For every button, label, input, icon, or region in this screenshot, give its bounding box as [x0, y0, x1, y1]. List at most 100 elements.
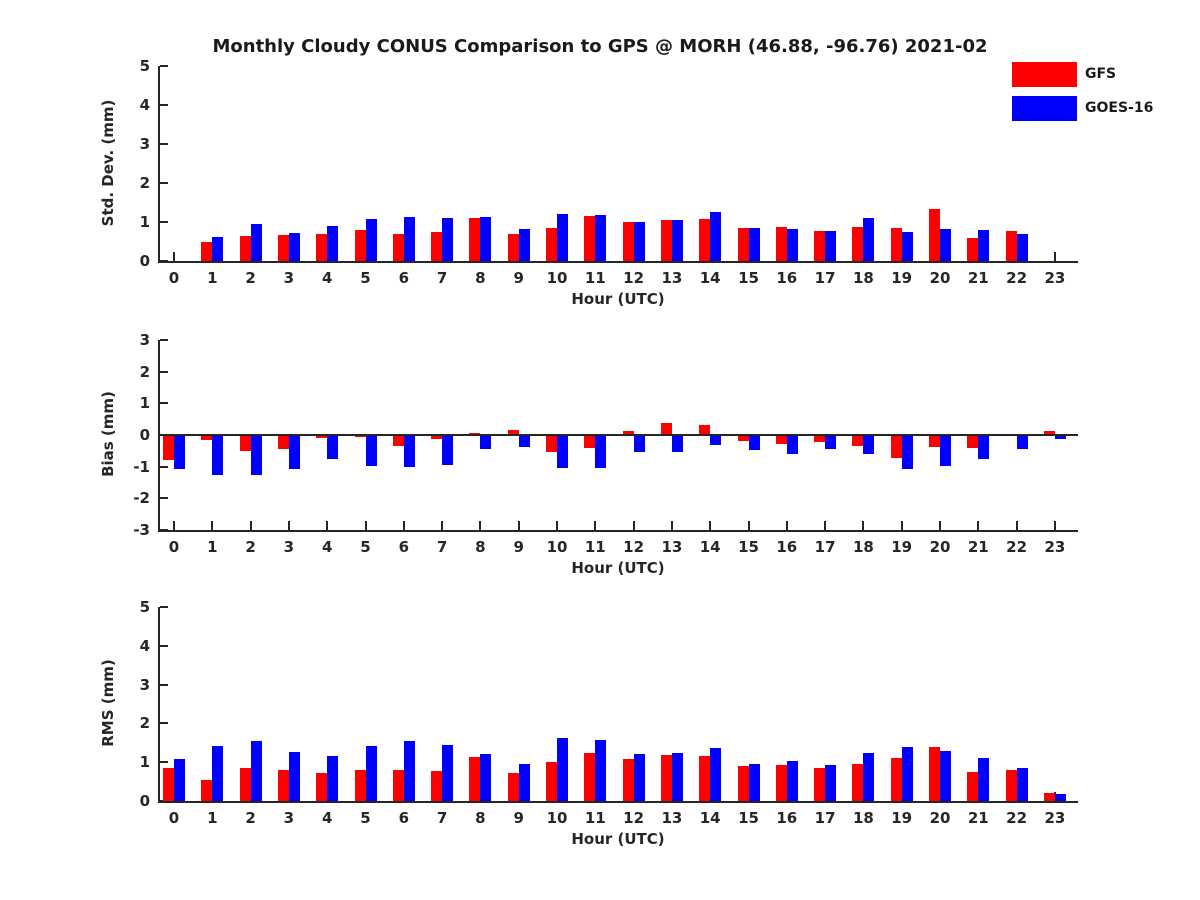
- bar-gfs-hour-0: [163, 768, 174, 801]
- bar-goes16-hour-11: [595, 215, 607, 261]
- bar-gfs-hour-1: [201, 780, 213, 801]
- bar-goes16-hour-16: [786, 760, 798, 801]
- bar-gfs-hour-23: [1043, 792, 1055, 801]
- bar-goes16-hour-21: [978, 757, 990, 801]
- bar-goes16-hour-9: [518, 228, 530, 261]
- bar-goes16-hour-1: [212, 236, 224, 261]
- bar-gfs-hour-12: [622, 430, 634, 435]
- x-tick-label: 11: [584, 269, 606, 287]
- y-axis-line: [158, 607, 160, 803]
- x-tick: [785, 521, 788, 530]
- x-axis-line: [158, 261, 1078, 263]
- bar-gfs-hour-13: [660, 423, 672, 435]
- x-axis-label-rms: Hour (UTC): [571, 830, 665, 848]
- bar-goes16-hour-0: [174, 758, 185, 801]
- x-tick-label: 7: [436, 538, 448, 556]
- bar-goes16-hour-1: [212, 745, 224, 801]
- bar-goes16-hour-17: [825, 765, 837, 801]
- x-tick-label: 0: [168, 809, 180, 827]
- bar-goes16-hour-5: [365, 218, 377, 261]
- y-tick-label: 2: [139, 174, 150, 192]
- bar-goes16-hour-22: [1016, 435, 1028, 450]
- y-axis-line: [158, 340, 160, 532]
- bar-goes16-hour-7: [442, 218, 454, 261]
- bar-gfs-hour-5: [354, 230, 366, 261]
- y-tick-label: 1: [139, 394, 150, 413]
- bar-goes16-hour-3: [288, 232, 300, 261]
- bar-goes16-hour-9: [518, 764, 530, 801]
- y-tick-label: 0: [139, 426, 150, 444]
- bar-gfs-hour-15: [737, 435, 749, 442]
- x-tick-label: 22: [1006, 269, 1028, 287]
- x-tick-label: 18: [852, 809, 874, 827]
- x-tick: [1053, 252, 1056, 261]
- bar-gfs-hour-16: [775, 227, 787, 261]
- bar-gfs-hour-18: [852, 227, 864, 261]
- bar-gfs-hour-16: [775, 764, 787, 801]
- bar-gfs-hour-0: [163, 435, 174, 460]
- x-tick-label: 3: [283, 269, 295, 287]
- x-tick: [824, 521, 827, 530]
- bar-goes16-hour-2: [250, 435, 262, 475]
- x-tick: [479, 521, 482, 530]
- bar-goes16-hour-22: [1016, 234, 1028, 261]
- bar-gfs-hour-4: [316, 435, 328, 439]
- bar-gfs-hour-8: [469, 432, 481, 435]
- x-tick-label: 19: [891, 809, 913, 827]
- x-tick-label: 19: [891, 269, 913, 287]
- x-tick-label: 22: [1006, 538, 1028, 556]
- bar-gfs-hour-2: [239, 236, 251, 261]
- bar-gfs-hour-2: [239, 435, 251, 451]
- x-tick-label: 11: [584, 809, 606, 827]
- x-tick-label: 16: [776, 269, 798, 287]
- bar-gfs-hour-13: [660, 754, 672, 801]
- x-tick: [211, 521, 214, 530]
- x-tick-label: 18: [852, 269, 874, 287]
- x-tick-label: 12: [623, 269, 645, 287]
- bar-gfs-hour-6: [392, 770, 404, 801]
- bar-gfs-hour-20: [929, 435, 940, 447]
- x-tick: [441, 521, 444, 530]
- bar-gfs-hour-11: [584, 435, 596, 449]
- bar-gfs-hour-8: [469, 756, 481, 801]
- bar-gfs-hour-5: [354, 769, 366, 801]
- x-tick-label: 17: [814, 538, 836, 556]
- y-tick: [160, 143, 168, 145]
- x-tick-label: 12: [623, 809, 645, 827]
- bar-gfs-hour-22: [1005, 769, 1017, 801]
- y-tick-label: 0: [139, 792, 150, 810]
- x-tick-label: 17: [814, 809, 836, 827]
- x-tick: [364, 521, 367, 530]
- y-tick-label: 5: [139, 57, 150, 75]
- x-tick: [632, 521, 635, 530]
- x-tick-label: 9: [513, 538, 524, 556]
- x-tick-label: 13: [661, 809, 683, 827]
- bar-goes16-hour-10: [557, 214, 568, 261]
- bar-goes16-hour-17: [825, 230, 837, 261]
- bar-gfs-hour-9: [507, 430, 519, 435]
- bar-gfs-hour-16: [775, 435, 787, 444]
- bar-goes16-hour-15: [748, 763, 760, 801]
- bar-goes16-hour-14: [710, 211, 722, 261]
- y-axis-label-bias: Bias (mm): [99, 391, 117, 477]
- legend-swatch-goes16: [1012, 96, 1077, 121]
- y-tick-label: 2: [139, 714, 150, 733]
- bar-gfs-hour-14: [699, 424, 711, 435]
- y-tick-label: 3: [139, 675, 150, 694]
- chart-title: Monthly Cloudy CONUS Comparison to GPS @…: [212, 36, 988, 57]
- bar-gfs-hour-6: [392, 435, 404, 447]
- bar-goes16-hour-19: [901, 232, 913, 261]
- bar-goes16-hour-4: [327, 435, 339, 460]
- y-axis-label-stddev: Std. Dev. (mm): [99, 99, 117, 226]
- y-tick: [160, 65, 168, 67]
- bar-goes16-hour-14: [710, 747, 722, 801]
- y-tick: [160, 221, 168, 223]
- bar-goes16-hour-8: [480, 753, 492, 801]
- y-tick-label: -1: [133, 457, 150, 476]
- x-tick-label: 0: [168, 538, 180, 556]
- bar-gfs-hour-6: [392, 233, 404, 261]
- y-axis-label-rms: RMS (mm): [99, 659, 117, 747]
- bar-gfs-hour-19: [890, 435, 902, 459]
- bar-gfs-hour-17: [814, 768, 826, 801]
- bar-goes16-hour-22: [1016, 767, 1028, 801]
